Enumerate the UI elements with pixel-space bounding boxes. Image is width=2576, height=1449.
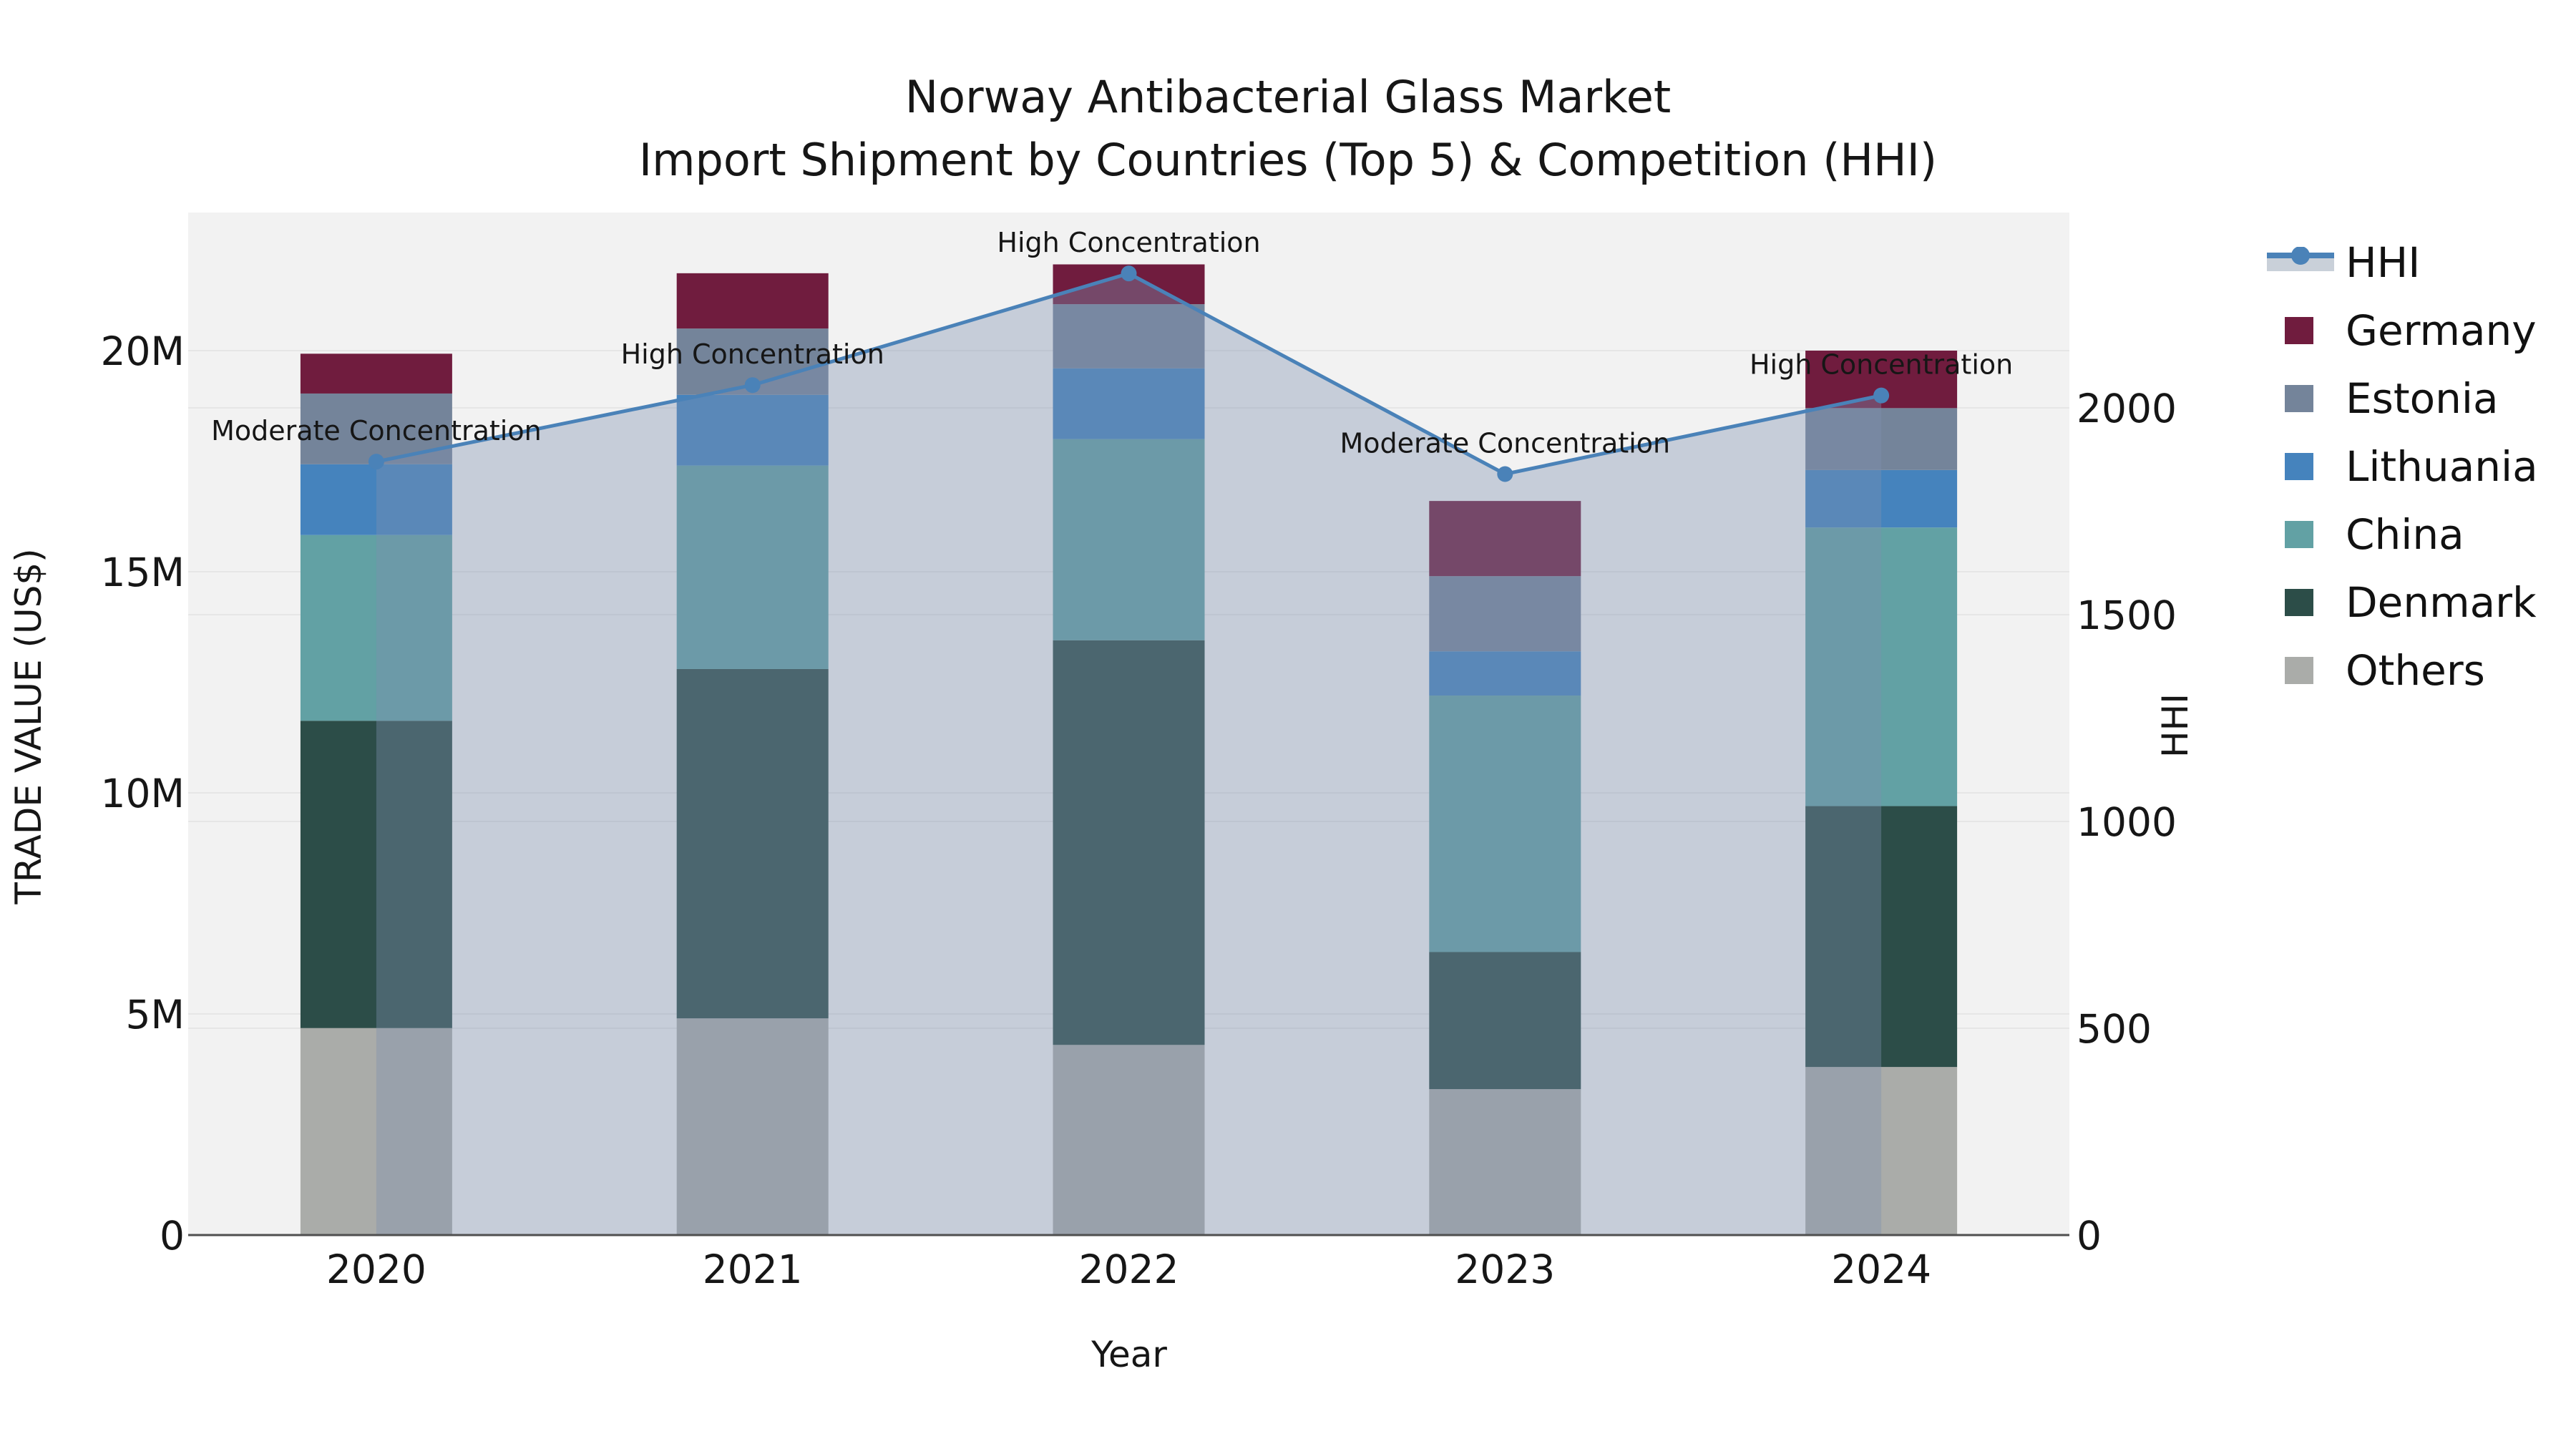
- y-axis-title-right: HHI: [2155, 693, 2196, 758]
- legend-item-estonia[interactable]: Estonia: [2267, 364, 2538, 432]
- bar-segment-others-2022[interactable]: [1053, 1045, 1205, 1235]
- right-tick-0: 0: [2077, 1213, 2102, 1259]
- x-tick-2021: 2021: [703, 1246, 803, 1292]
- right-tick-1000: 1000: [2077, 799, 2177, 845]
- chart-title-line2: Import Shipment by Countries (Top 5) & C…: [638, 134, 1938, 186]
- bar-segment-germany-2021[interactable]: [676, 273, 829, 329]
- bar-segment-germany-2020[interactable]: [300, 353, 452, 394]
- annotation-2021: High Concentration: [621, 338, 884, 370]
- x-tick-2023: 2023: [1455, 1246, 1555, 1292]
- bar-segment-lithuania-2021[interactable]: [676, 394, 829, 466]
- bar-segment-others-2021[interactable]: [676, 1018, 829, 1235]
- bar-segment-denmark-2023[interactable]: [1429, 952, 1581, 1090]
- others-swatch-icon: [2267, 656, 2334, 684]
- bar-segment-lithuania-2024[interactable]: [1805, 469, 1958, 528]
- bar-segment-china-2023[interactable]: [1429, 696, 1581, 952]
- estonia-color-box: [2285, 384, 2313, 412]
- left-tick-20M: 20M: [101, 328, 185, 374]
- estonia-swatch-icon: [2267, 384, 2334, 412]
- legend-item-china[interactable]: China: [2267, 500, 2538, 568]
- others-color-box: [2285, 656, 2313, 684]
- hhi-marker-2021[interactable]: [744, 377, 761, 394]
- x-tick-2020: 2020: [326, 1246, 426, 1292]
- legend-label-hhi: HHI: [2346, 238, 2421, 287]
- bar-segment-lithuania-2023[interactable]: [1429, 651, 1581, 696]
- hhi-marker-2020[interactable]: [368, 454, 384, 470]
- lithuania-color-box: [2285, 452, 2313, 480]
- legend-item-germany[interactable]: Germany: [2267, 296, 2538, 364]
- bar-segment-estonia-2024[interactable]: [1805, 408, 1958, 470]
- hhi-marker-2023[interactable]: [1497, 466, 1513, 482]
- bar-segment-china-2021[interactable]: [676, 465, 829, 669]
- hhi-area-fill: [376, 273, 1882, 1235]
- bar-group-2020: [300, 353, 452, 1235]
- bar-group-2021: [676, 273, 829, 1235]
- annotation-2023: Moderate Concentration: [1340, 427, 1670, 459]
- bar-group-2024: [1805, 351, 1958, 1235]
- bar-segment-estonia-2023[interactable]: [1429, 576, 1581, 652]
- bar-segment-others-2023[interactable]: [1429, 1089, 1581, 1235]
- right-tick-500: 500: [2077, 1006, 2152, 1052]
- x-axis-title: Year: [1091, 1334, 1167, 1375]
- hhi-marker-2022[interactable]: [1121, 265, 1137, 282]
- germany-color-box: [2285, 316, 2313, 344]
- legend-label-germany: Germany: [2346, 306, 2537, 355]
- legend-item-others[interactable]: Others: [2267, 636, 2538, 704]
- legend-label-others: Others: [2346, 645, 2485, 695]
- bar-group-2022: [1053, 264, 1205, 1235]
- denmark-color-box: [2285, 588, 2313, 616]
- left-tick-5M: 5M: [126, 992, 185, 1038]
- bar-segment-germany-2023[interactable]: [1429, 501, 1581, 577]
- x-tick-2024: 2024: [1831, 1246, 1931, 1292]
- x-tick-2022: 2022: [1079, 1246, 1179, 1292]
- legend-item-hhi[interactable]: HHI: [2267, 228, 2538, 296]
- bar-segment-others-2024[interactable]: [1805, 1067, 1958, 1235]
- hhi-line-swatch-icon: [2267, 246, 2334, 278]
- bar-segment-lithuania-2022[interactable]: [1053, 368, 1205, 439]
- bar-segment-denmark-2020[interactable]: [300, 721, 452, 1028]
- left-tick-0: 0: [160, 1213, 185, 1259]
- legend-label-denmark: Denmark: [2346, 577, 2537, 627]
- left-tick-10M: 10M: [101, 771, 185, 816]
- legend-item-lithuania[interactable]: Lithuania: [2267, 432, 2538, 500]
- bar-segment-china-2022[interactable]: [1053, 439, 1205, 640]
- hhi-marker-2024[interactable]: [1873, 387, 1890, 404]
- bar-segment-others-2020[interactable]: [300, 1028, 452, 1235]
- annotation-2022: High Concentration: [997, 227, 1260, 258]
- annotation-2024: High Concentration: [1750, 349, 2013, 381]
- bar-segment-denmark-2024[interactable]: [1805, 806, 1958, 1068]
- denmark-swatch-icon: [2267, 588, 2334, 616]
- chart-title-line1: Norway Antibacterial Glass Market: [904, 71, 1672, 123]
- bar-segment-estonia-2022[interactable]: [1053, 304, 1205, 369]
- legend: HHI Germany Estonia Lithuania China Denmark Ot…: [2267, 228, 2538, 704]
- chart-title: Norway Antibacterial Glass Market Import…: [0, 66, 2576, 192]
- legend-label-lithuania: Lithuania: [2346, 441, 2538, 491]
- right-tick-1500: 1500: [2077, 592, 2177, 638]
- china-swatch-icon: [2267, 520, 2334, 548]
- bar-segment-china-2024[interactable]: [1805, 527, 1958, 806]
- legend-label-china: China: [2346, 509, 2464, 559]
- bar-segment-denmark-2022[interactable]: [1053, 640, 1205, 1045]
- right-tick-2000: 2000: [2077, 386, 2177, 431]
- y-axis-title-left: TRADE VALUE (US$): [8, 548, 49, 904]
- lithuania-swatch-icon: [2267, 452, 2334, 480]
- germany-swatch-icon: [2267, 316, 2334, 344]
- bar-group-2023: [1429, 501, 1581, 1235]
- bar-segment-lithuania-2020[interactable]: [300, 464, 452, 535]
- bar-segment-denmark-2021[interactable]: [676, 668, 829, 1019]
- china-color-box: [2285, 520, 2313, 548]
- left-tick-15M: 15M: [101, 550, 185, 595]
- legend-label-estonia: Estonia: [2346, 374, 2499, 423]
- annotation-2020: Moderate Concentration: [211, 415, 542, 447]
- bar-segment-china-2020[interactable]: [300, 535, 452, 721]
- legend-item-denmark[interactable]: Denmark: [2267, 568, 2538, 636]
